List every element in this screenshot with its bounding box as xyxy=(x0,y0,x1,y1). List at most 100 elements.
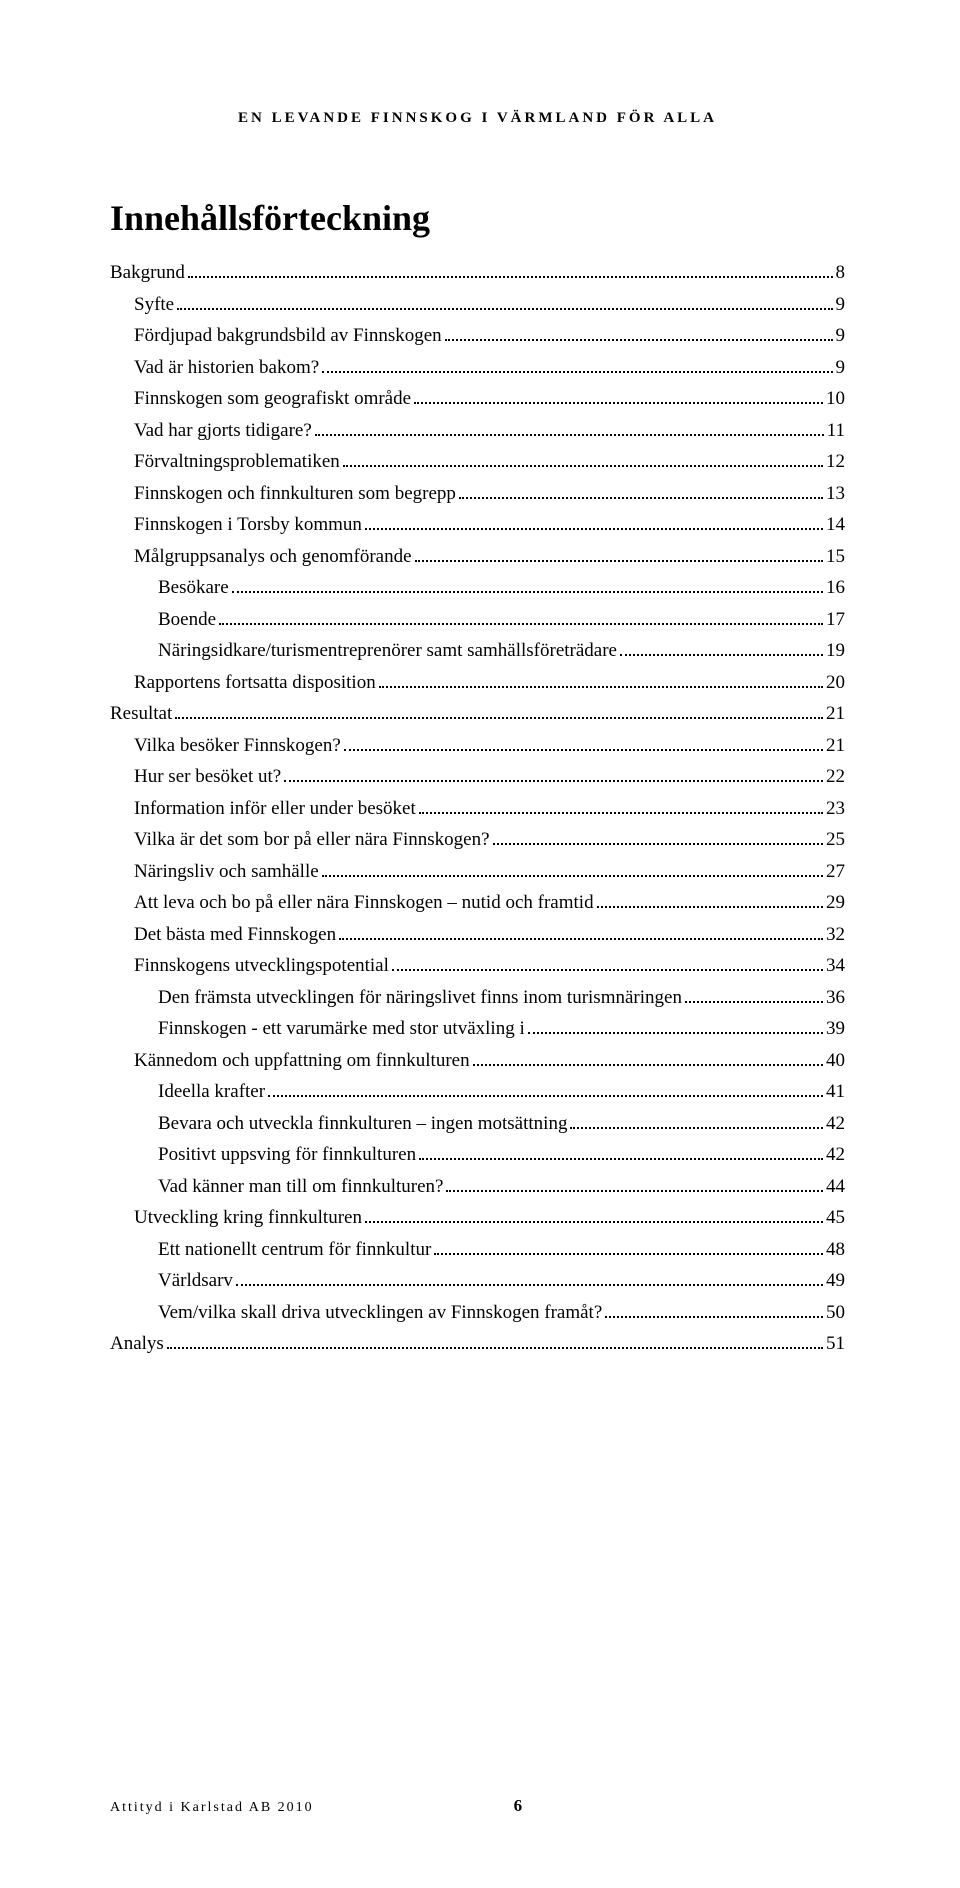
toc-entry[interactable]: Världsarv 49 xyxy=(158,1271,845,1290)
toc-entry[interactable]: Bevara och utveckla finnkulturen – ingen… xyxy=(158,1114,845,1133)
toc-entry[interactable]: Vilka besöker Finnskogen? 21 xyxy=(134,736,845,755)
toc-entry-page: 22 xyxy=(826,767,845,786)
toc-entry-label: Vilka besöker Finnskogen? xyxy=(134,736,341,755)
toc-leader-dots xyxy=(343,465,823,467)
toc-entry-label: Ett nationellt centrum för finnkultur xyxy=(158,1240,431,1259)
toc-entry-label: Ideella krafter xyxy=(158,1082,265,1101)
toc-entry-page: 21 xyxy=(826,736,845,755)
toc-entry-label: Bakgrund xyxy=(110,263,185,282)
toc-entry[interactable]: Ett nationellt centrum för finnkultur48 xyxy=(158,1240,845,1259)
toc-entry[interactable]: Finnskogen i Torsby kommun14 xyxy=(134,515,845,534)
toc-entry-label: Att leva och bo på eller nära Finnskogen… xyxy=(134,893,594,912)
toc-entry-page: 27 xyxy=(826,862,845,881)
toc-entry-page: 32 xyxy=(826,925,845,944)
toc-entry-page: 45 xyxy=(826,1208,845,1227)
toc-leader-dots xyxy=(605,1316,823,1318)
toc-entry-page: 16 xyxy=(826,578,845,597)
table-of-contents: Bakgrund8 Syfte9 Fördjupad bakgrundsbild a… xyxy=(110,263,845,1353)
toc-entry[interactable]: Finnskogen som geografiskt område10 xyxy=(134,389,845,408)
toc-entry-label: Hur ser besöket ut? xyxy=(134,767,281,786)
toc-entry[interactable]: Utveckling kring finnkulturen 45 xyxy=(134,1208,845,1227)
toc-leader-dots xyxy=(232,591,823,593)
toc-entry[interactable]: Syfte9 xyxy=(134,295,845,314)
toc-entry[interactable]: Vad är historien bakom?9 xyxy=(134,358,845,377)
toc-entry-label: Vilka är det som bor på eller nära Finns… xyxy=(134,830,490,849)
toc-leader-dots xyxy=(445,339,833,341)
toc-entry-page: 9 xyxy=(836,326,846,345)
toc-leader-dots xyxy=(570,1127,823,1129)
page-title: Innehållsförteckning xyxy=(110,197,845,239)
toc-leader-dots xyxy=(188,276,833,278)
toc-entry-label: Målgruppsanalys och genomförande xyxy=(134,547,412,566)
toc-entry-label: Vem/vilka skall driva utvecklingen av Fi… xyxy=(158,1303,602,1322)
toc-entry[interactable]: Positivt uppsving för finnkulturen42 xyxy=(158,1145,845,1164)
toc-leader-dots xyxy=(528,1032,823,1034)
toc-leader-dots xyxy=(315,434,824,436)
toc-entry[interactable]: Besökare16 xyxy=(158,578,845,597)
toc-entry-page: 12 xyxy=(826,452,845,471)
toc-entry[interactable]: Boende17 xyxy=(158,610,845,629)
toc-entry[interactable]: Vad har gjorts tidigare? 11 xyxy=(134,421,845,440)
toc-entry[interactable]: Resultat21 xyxy=(110,704,845,723)
toc-entry-page: 41 xyxy=(826,1082,845,1101)
toc-entry-page: 9 xyxy=(836,295,846,314)
toc-leader-dots xyxy=(419,1158,823,1160)
toc-entry[interactable]: Hur ser besöket ut? 22 xyxy=(134,767,845,786)
toc-entry[interactable]: Analys 51 xyxy=(110,1334,845,1353)
running-header: EN LEVANDE FINNSKOG I VÄRMLAND FÖR ALLA xyxy=(110,110,845,127)
toc-entry[interactable]: Information inför eller under besöket23 xyxy=(134,799,845,818)
toc-leader-dots xyxy=(339,938,823,940)
toc-entry-label: Analys xyxy=(110,1334,164,1353)
toc-entry-page: 36 xyxy=(826,988,845,1007)
toc-entry[interactable]: Att leva och bo på eller nära Finnskogen… xyxy=(134,893,845,912)
toc-entry-page: 11 xyxy=(827,421,845,440)
toc-entry-label: Näringsliv och samhälle xyxy=(134,862,319,881)
toc-entry[interactable]: Kännedom och uppfattning om finnkulturen… xyxy=(134,1051,845,1070)
toc-entry-label: Vad är historien bakom? xyxy=(134,358,319,377)
toc-entry-label: Vad har gjorts tidigare? xyxy=(134,421,312,440)
toc-entry[interactable]: Vem/vilka skall driva utvecklingen av Fi… xyxy=(158,1303,845,1322)
toc-leader-dots xyxy=(322,371,832,373)
toc-entry[interactable]: Näringsliv och samhälle 27 xyxy=(134,862,845,881)
toc-entry-label: Den främsta utvecklingen för näringslive… xyxy=(158,988,682,1007)
toc-entry[interactable]: Näringsidkare/turismentreprenörer samt s… xyxy=(158,641,845,660)
toc-entry-page: 49 xyxy=(826,1271,845,1290)
toc-entry-page: 23 xyxy=(826,799,845,818)
toc-entry-page: 42 xyxy=(826,1145,845,1164)
toc-entry-page: 14 xyxy=(826,515,845,534)
toc-entry[interactable]: Det bästa med Finnskogen 32 xyxy=(134,925,845,944)
toc-entry[interactable]: Ideella krafter 41 xyxy=(158,1082,845,1101)
toc-entry-label: Finnskogen och finnkulturen som begrepp xyxy=(134,484,456,503)
toc-leader-dots xyxy=(167,1347,823,1349)
toc-entry[interactable]: Vad känner man till om finnkulturen?44 xyxy=(158,1177,845,1196)
toc-entry-page: 13 xyxy=(826,484,845,503)
toc-leader-dots xyxy=(459,497,823,499)
toc-entry[interactable]: Finnskogen - ett varumärke med stor utvä… xyxy=(158,1019,845,1038)
toc-leader-dots xyxy=(344,749,823,751)
toc-entry[interactable]: Fördjupad bakgrundsbild av Finnskogen9 xyxy=(134,326,845,345)
toc-entry[interactable]: Bakgrund8 xyxy=(110,263,845,282)
toc-entry[interactable]: Finnskogens utvecklingspotential34 xyxy=(134,956,845,975)
toc-leader-dots xyxy=(446,1190,823,1192)
toc-entry[interactable]: Den främsta utvecklingen för näringslive… xyxy=(158,988,845,1007)
toc-entry[interactable]: Finnskogen och finnkulturen som begrepp 1… xyxy=(134,484,845,503)
toc-entry-page: 51 xyxy=(826,1334,845,1353)
page-footer: Attityd i Karlstad AB 2010 6 xyxy=(110,1796,845,1816)
toc-entry[interactable]: Målgruppsanalys och genomförande 15 xyxy=(134,547,845,566)
toc-entry-label: Världsarv xyxy=(158,1271,233,1290)
toc-leader-dots xyxy=(365,1221,823,1223)
footer-page-number: 6 xyxy=(514,1796,523,1816)
toc-entry-label: Boende xyxy=(158,610,216,629)
toc-entry-page: 15 xyxy=(826,547,845,566)
toc-entry-page: 50 xyxy=(826,1303,845,1322)
toc-entry[interactable]: Rapportens fortsatta disposition20 xyxy=(134,673,845,692)
toc-leader-dots xyxy=(268,1095,823,1097)
toc-entry-label: Det bästa med Finnskogen xyxy=(134,925,336,944)
toc-leader-dots xyxy=(493,843,823,845)
toc-entry-label: Utveckling kring finnkulturen xyxy=(134,1208,362,1227)
toc-entry[interactable]: Förvaltningsproblematiken12 xyxy=(134,452,845,471)
toc-leader-dots xyxy=(685,1001,823,1003)
toc-entry-page: 19 xyxy=(826,641,845,660)
toc-leader-dots xyxy=(177,308,832,310)
toc-entry[interactable]: Vilka är det som bor på eller nära Finns… xyxy=(134,830,845,849)
